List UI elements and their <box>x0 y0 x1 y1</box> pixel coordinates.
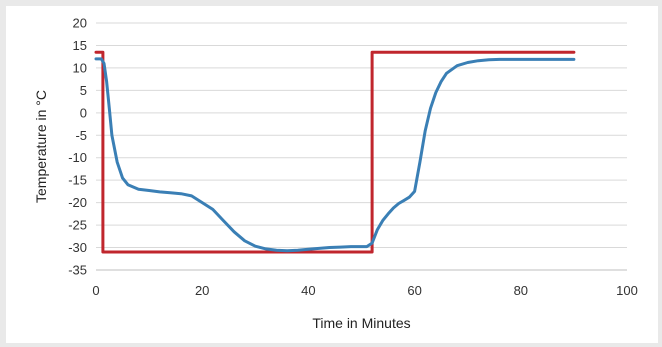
y-tick-label: -30 <box>68 240 87 255</box>
x-tick-label: 60 <box>407 283 421 298</box>
series-line-2 <box>94 57 576 253</box>
y-tick-label: -20 <box>68 195 87 210</box>
temperature-chart: -35 -30 -25 -20 -15 -10 -5 0 5 10 15 20 0 20 40 60 80 10… <box>33 16 638 332</box>
y-axis-ticks: -35 -30 -25 -20 -15 -10 -5 0 5 10 15 20 <box>68 16 87 278</box>
y-tick-label: -15 <box>68 173 87 188</box>
x-tick-label: 40 <box>301 283 315 298</box>
y-tick-label: 10 <box>73 60 87 75</box>
y-tick-label: 20 <box>73 16 87 31</box>
x-tick-label: 20 <box>195 283 209 298</box>
x-tick-label: 100 <box>616 283 638 298</box>
x-axis-title: Time in Minutes <box>312 315 410 331</box>
y-tick-label: -25 <box>68 218 87 233</box>
y-tick-label: 0 <box>80 105 87 120</box>
series-line-1 <box>94 50 576 254</box>
x-tick-label: 80 <box>514 283 528 298</box>
y-tick-label: -10 <box>68 150 87 165</box>
y-tick-label: -35 <box>68 263 87 278</box>
y-tick-label: 5 <box>80 83 87 98</box>
y-tick-label: -5 <box>75 128 87 143</box>
y-tick-label: 15 <box>73 38 87 53</box>
series-layer <box>94 50 576 254</box>
y-axis-title: Temperature in °C <box>33 90 49 203</box>
x-axis-ticks: 0 20 40 60 80 100 <box>92 283 637 298</box>
chart-frame: -35 -30 -25 -20 -15 -10 -5 0 5 10 15 20 0 20 40 60 80 10… <box>6 6 658 343</box>
gridlines <box>96 22 627 249</box>
x-tick-label: 0 <box>92 283 99 298</box>
